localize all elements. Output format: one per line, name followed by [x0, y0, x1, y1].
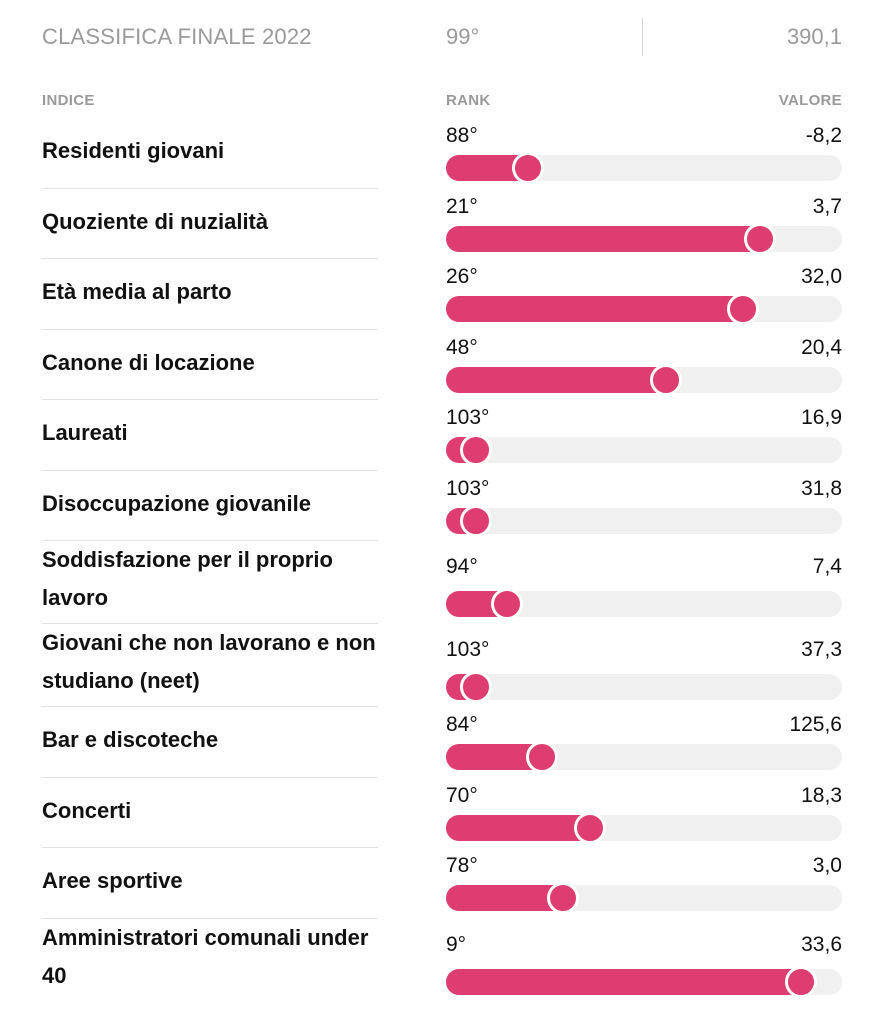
row-divider — [42, 258, 378, 259]
indicator-rank: 84° — [446, 713, 478, 736]
indicator-label: Aree sportive — [42, 868, 183, 893]
indicator-rank: 103° — [446, 476, 490, 500]
indicator-row: Soddisfazione per il proprio lavoro 94° 7,… — [42, 541, 842, 624]
indicator-label: Concerti — [42, 797, 132, 823]
indicator-row: Concerti 70° 18,3 — [42, 778, 842, 848]
row-divider — [42, 469, 378, 471]
indicator-label: Laureati — [42, 420, 128, 445]
row-divider — [42, 917, 378, 919]
final-ranking-title: CLASSIFICA FINALE 2022 — [42, 24, 312, 49]
indicator-label: Bar e discoteche — [42, 727, 219, 752]
indicator-value: 3,0 — [812, 854, 842, 877]
indicator-value: 7,4 — [812, 555, 842, 578]
rank-bar-track — [446, 965, 842, 998]
indicator-rank: 70° — [446, 783, 478, 807]
rank-marker — [743, 222, 776, 255]
row-divider — [42, 328, 378, 330]
indicator-value: 16,9 — [801, 406, 842, 429]
rank-bar-track — [446, 811, 842, 844]
indicator-list: Residenti giovani 88° -8,2 Quoziente di nuz… — [42, 118, 842, 1002]
indicator-value: 32,0 — [801, 265, 842, 288]
indicator-rank: 78° — [446, 854, 478, 877]
indicator-rank: 103° — [446, 406, 490, 429]
final-value: 390,1 — [786, 24, 842, 49]
indicator-rank: 9° — [446, 932, 467, 956]
rank-marker — [785, 965, 818, 998]
row-divider — [42, 847, 378, 848]
indicator-label: Giovani che non lavorano e non studiano … — [42, 630, 376, 693]
rank-bar-fill — [446, 885, 563, 911]
indicator-row: Età media al parto 26° 32,0 — [42, 259, 842, 330]
indicator-rank: 48° — [446, 335, 478, 359]
indicator-rank: 94° — [446, 555, 478, 578]
row-divider — [42, 540, 378, 541]
summary-header: CLASSIFICA FINALE 2022 99° 390,1 — [42, 18, 842, 58]
indicator-row: Quoziente di nuzialità 21° 3,7 — [42, 189, 842, 259]
header-divider — [642, 18, 643, 56]
indicator-value: 33,6 — [801, 932, 842, 956]
rank-marker — [726, 293, 759, 325]
rank-column-header: RANK — [446, 92, 491, 109]
indicator-value: 125,6 — [789, 713, 842, 736]
indicator-value: 37,3 — [801, 638, 842, 661]
indicator-value: 18,3 — [801, 783, 842, 807]
indicator-row: Laureati 103° 16,9 — [42, 400, 842, 471]
rank-bar-track — [446, 504, 842, 537]
indicator-row: Giovani che non lavorano e non studiano … — [42, 624, 842, 707]
indicator-value: 3,7 — [812, 194, 842, 218]
indicator-value: 31,8 — [801, 476, 842, 500]
rank-bar-track — [446, 882, 842, 914]
indicator-label: Canone di locazione — [42, 349, 255, 375]
rank-marker — [460, 434, 493, 466]
rank-bar-fill — [446, 225, 760, 252]
rank-bar-track — [446, 434, 842, 466]
rank-bar-track — [446, 152, 842, 184]
indicator-row: Residenti giovani 88° -8,2 — [42, 118, 842, 189]
indicator-rank: 88° — [446, 124, 478, 147]
rank-bar-track — [446, 671, 842, 703]
indicator-label: Amministratori comunali under 40 — [42, 924, 369, 988]
rank-bar-fill — [446, 366, 667, 393]
rank-marker — [491, 588, 524, 620]
indicator-row: Aree sportive 78° 3,0 — [42, 848, 842, 919]
column-headers: INDICE RANK VALORE — [42, 92, 842, 112]
rank-marker — [546, 882, 579, 914]
rank-marker — [512, 152, 545, 184]
indicator-row: Amministratori comunali under 40 9° 33,6 — [42, 919, 842, 1002]
rank-marker — [525, 741, 558, 773]
index-column-header: INDICE — [42, 92, 95, 109]
row-divider — [42, 623, 378, 624]
indicator-row: Bar e discoteche 84° 125,6 — [42, 707, 842, 778]
rank-bar-fill — [446, 968, 802, 995]
indicator-label: Residenti giovani — [42, 138, 225, 163]
value-column-header: VALORE — [778, 92, 842, 109]
rank-marker — [574, 811, 607, 844]
row-divider — [42, 399, 378, 400]
indicator-row: Canone di locazione 48° 20,4 — [42, 330, 842, 400]
rank-marker — [460, 504, 493, 537]
rank-bar-fill — [446, 296, 743, 322]
row-divider — [42, 187, 378, 189]
indicator-label: Soddisfazione per il proprio lavoro — [42, 547, 333, 610]
rank-bar-track — [446, 741, 842, 773]
indicator-row: Disoccupazione giovanile 103° 31,8 — [42, 471, 842, 541]
indicator-value: -8,2 — [805, 124, 842, 147]
rank-bar-fill — [446, 814, 591, 841]
final-rank: 99° — [446, 24, 480, 49]
indicator-value: 20,4 — [801, 335, 842, 359]
rank-bar-track — [446, 293, 842, 325]
rank-marker — [650, 363, 683, 396]
row-divider — [42, 776, 378, 778]
rank-bar-track — [446, 363, 842, 396]
rank-bar-track — [446, 588, 842, 620]
rank-bar-track — [446, 222, 842, 255]
indicator-rank: 103° — [446, 638, 490, 661]
indicator-label: Disoccupazione giovanile — [42, 490, 311, 516]
rank-marker — [460, 671, 493, 703]
indicator-label: Età media al parto — [42, 279, 232, 304]
indicator-rank: 26° — [446, 265, 478, 288]
indicator-rank: 21° — [446, 194, 478, 218]
row-divider — [42, 706, 378, 707]
indicator-label: Quoziente di nuzialità — [42, 208, 269, 234]
